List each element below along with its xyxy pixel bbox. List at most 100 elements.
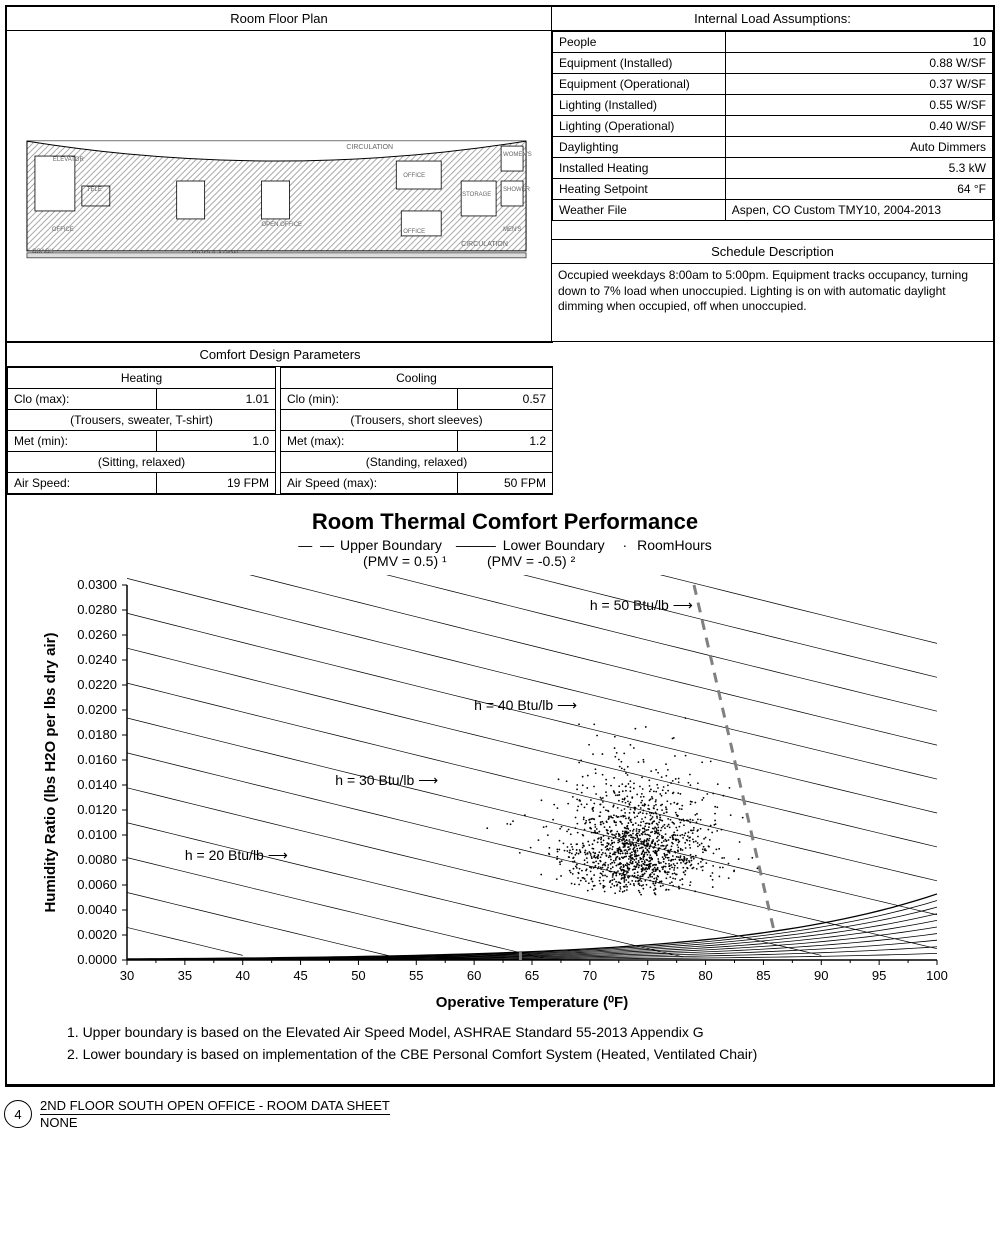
svg-text:0.0240: 0.0240 bbox=[77, 652, 117, 667]
svg-text:60: 60 bbox=[467, 968, 481, 983]
svg-text:CIRCULATION: CIRCULATION bbox=[461, 241, 508, 248]
cooling-column: Cooling Clo (min):0.57 (Trousers, short … bbox=[280, 367, 553, 494]
svg-text:OFFICE: OFFICE bbox=[52, 227, 74, 233]
svg-text:40: 40 bbox=[235, 968, 249, 983]
heating-title: Heating bbox=[8, 368, 276, 389]
assumption-label: Installed Heating bbox=[553, 158, 726, 179]
cooling-met-value: 1.2 bbox=[458, 431, 553, 452]
assumptions-header: Internal Load Assumptions: bbox=[552, 7, 993, 31]
svg-text:50: 50 bbox=[351, 968, 365, 983]
legend-lower: Lower Boundary bbox=[503, 537, 605, 553]
svg-text:Humidity Ratio (lbs H2O per lb: Humidity Ratio (lbs H2O per lbs dry air) bbox=[42, 632, 59, 912]
svg-text:TELE: TELE bbox=[87, 187, 102, 193]
svg-text:85: 85 bbox=[756, 968, 770, 983]
assumption-value: 0.88 W/SF bbox=[725, 53, 992, 74]
heating-met-note: (Sitting, relaxed) bbox=[8, 452, 276, 473]
chart-section: Room Thermal Comfort Performance — — Upp… bbox=[7, 495, 993, 1085]
svg-text:0.0040: 0.0040 bbox=[77, 902, 117, 917]
svg-text:0.0220: 0.0220 bbox=[77, 677, 117, 692]
legend-lower-sub: (PMV = -0.5) ² bbox=[487, 553, 647, 569]
assumption-row: Equipment (Installed)0.88 W/SF bbox=[553, 53, 993, 74]
psychrometric-chart: 0.00000.00200.00400.00600.00800.01000.01… bbox=[37, 575, 957, 1015]
assumption-row: Equipment (Operational)0.37 W/SF bbox=[553, 74, 993, 95]
svg-text:0.0100: 0.0100 bbox=[77, 827, 117, 842]
assumption-label: Equipment (Installed) bbox=[553, 53, 726, 74]
assumption-value: Auto Dimmers bbox=[725, 137, 992, 158]
svg-text:55: 55 bbox=[409, 968, 423, 983]
assumption-value: 0.55 W/SF bbox=[725, 95, 992, 116]
cooling-clo-note: (Trousers, short sleeves) bbox=[281, 410, 553, 431]
svg-text:h = 30 Btu/lb ⟶: h = 30 Btu/lb ⟶ bbox=[335, 772, 438, 788]
assumption-label: Equipment (Operational) bbox=[553, 74, 726, 95]
svg-text:OPEN OFFICE: OPEN OFFICE bbox=[262, 222, 302, 228]
svg-text:h = 50 Btu/lb ⟶: h = 50 Btu/lb ⟶ bbox=[590, 597, 693, 613]
heating-met-label: Met (min): bbox=[8, 431, 157, 452]
assumption-label: Weather File bbox=[553, 200, 726, 221]
heating-column: Heating Clo (max):1.01 (Trousers, sweate… bbox=[7, 367, 280, 494]
svg-text:0.0000: 0.0000 bbox=[77, 952, 117, 967]
svg-text:70: 70 bbox=[583, 968, 597, 983]
footer-title: 2ND FLOOR SOUTH OPEN OFFICE - ROOM DATA … bbox=[40, 1098, 390, 1115]
assumption-row: DaylightingAuto Dimmers bbox=[553, 137, 993, 158]
assumption-row: Lighting (Operational)0.40 W/SF bbox=[553, 116, 993, 137]
svg-text:h = 40 Btu/lb ⟶: h = 40 Btu/lb ⟶ bbox=[474, 697, 577, 713]
legend-upper-sub: (PMV = 0.5) ¹ bbox=[363, 553, 483, 569]
assumption-label: Lighting (Installed) bbox=[553, 95, 726, 116]
assumption-value: Aspen, CO Custom TMY10, 2004-2013 bbox=[725, 200, 992, 221]
svg-text:STORAGE: STORAGE bbox=[462, 192, 491, 198]
svg-text:0.0180: 0.0180 bbox=[77, 727, 117, 742]
footnote-2: 2. Lower boundary is based on implementa… bbox=[67, 1046, 973, 1062]
svg-text:Operative Temperature (⁰F): Operative Temperature (⁰F) bbox=[436, 994, 628, 1011]
footer-scale: NONE bbox=[40, 1115, 390, 1130]
chart-title: Room Thermal Comfort Performance bbox=[37, 509, 973, 535]
svg-text:MEN'S: MEN'S bbox=[503, 227, 521, 233]
assumption-value: 5.3 kW bbox=[725, 158, 992, 179]
svg-text:65: 65 bbox=[525, 968, 539, 983]
svg-text:SHOWER: SHOWER bbox=[503, 187, 531, 193]
svg-text:100: 100 bbox=[926, 968, 948, 983]
svg-text:OFFICE: OFFICE bbox=[403, 173, 425, 179]
assumption-value: 0.40 W/SF bbox=[725, 116, 992, 137]
footer: 4 2ND FLOOR SOUTH OPEN OFFICE - ROOM DAT… bbox=[0, 1092, 1000, 1136]
svg-text:h = 20 Btu/lb ⟶: h = 20 Btu/lb ⟶ bbox=[185, 847, 288, 863]
heating-met-value: 1.0 bbox=[157, 431, 276, 452]
cooling-met-label: Met (max): bbox=[281, 431, 458, 452]
svg-text:0.0200: 0.0200 bbox=[77, 702, 117, 717]
floor-plan-header: Room Floor Plan bbox=[7, 7, 551, 31]
page-number: 4 bbox=[14, 1107, 21, 1122]
svg-text:75: 75 bbox=[640, 968, 654, 983]
svg-text:35: 35 bbox=[178, 968, 192, 983]
floor-plan-section: Room Floor Plan bbox=[7, 7, 552, 341]
legend-upper: Upper Boundary bbox=[340, 537, 442, 553]
svg-text:30: 30 bbox=[120, 968, 134, 983]
assumption-row: Weather FileAspen, CO Custom TMY10, 2004… bbox=[553, 200, 993, 221]
cooling-clo-label: Clo (min): bbox=[281, 389, 458, 410]
svg-text:0.0140: 0.0140 bbox=[77, 777, 117, 792]
cooling-title: Cooling bbox=[281, 368, 553, 389]
assumption-value: 0.37 W/SF bbox=[725, 74, 992, 95]
assumption-label: Lighting (Operational) bbox=[553, 116, 726, 137]
svg-text:0.0280: 0.0280 bbox=[77, 602, 117, 617]
svg-text:0.0080: 0.0080 bbox=[77, 852, 117, 867]
svg-text:OFFICE: OFFICE bbox=[403, 229, 425, 235]
svg-text:90: 90 bbox=[814, 968, 828, 983]
assumption-row: Lighting (Installed)0.55 W/SF bbox=[553, 95, 993, 116]
assumption-row: Installed Heating5.3 kW bbox=[553, 158, 993, 179]
page-frame: Room Floor Plan bbox=[5, 5, 995, 1087]
svg-text:0.0160: 0.0160 bbox=[77, 752, 117, 767]
top-row: Room Floor Plan bbox=[7, 7, 993, 342]
heating-air-value: 19 FPM bbox=[157, 473, 276, 494]
assumptions-table: People10Equipment (Installed)0.88 W/SFEq… bbox=[552, 31, 993, 221]
right-column: Internal Load Assumptions: People10Equip… bbox=[552, 7, 993, 341]
assumption-label: Heating Setpoint bbox=[553, 179, 726, 200]
cooling-clo-value: 0.57 bbox=[458, 389, 553, 410]
svg-text:45: 45 bbox=[293, 968, 307, 983]
legend-hours: RoomHours bbox=[637, 537, 712, 553]
svg-text:0.0020: 0.0020 bbox=[77, 927, 117, 942]
heating-clo-label: Clo (max): bbox=[8, 389, 157, 410]
schedule-header: Schedule Description bbox=[552, 239, 993, 264]
svg-text:CIRCULATION: CIRCULATION bbox=[346, 144, 393, 151]
assumption-value: 10 bbox=[725, 32, 992, 53]
heating-clo-note: (Trousers, sweater, T-shirt) bbox=[8, 410, 276, 431]
assumption-label: Daylighting bbox=[553, 137, 726, 158]
